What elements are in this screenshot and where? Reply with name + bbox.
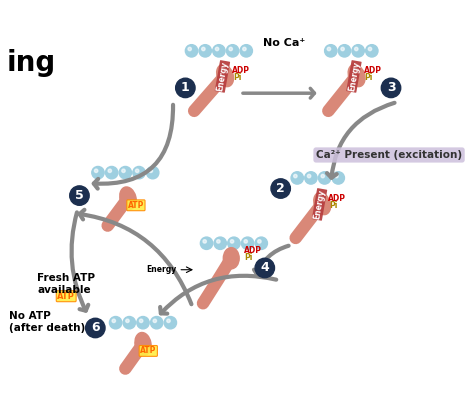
Circle shape (355, 47, 358, 51)
Circle shape (258, 240, 261, 243)
Text: ADP: ADP (328, 194, 346, 203)
Circle shape (199, 45, 211, 57)
Text: Pi: Pi (329, 201, 337, 210)
Circle shape (307, 174, 311, 178)
Text: 2: 2 (276, 182, 285, 195)
Text: Pi: Pi (245, 253, 253, 262)
Circle shape (228, 237, 240, 249)
Circle shape (106, 166, 118, 179)
Text: 5: 5 (75, 189, 84, 202)
Circle shape (230, 240, 234, 243)
Circle shape (327, 47, 331, 51)
Circle shape (137, 317, 149, 329)
Ellipse shape (314, 193, 330, 215)
Circle shape (94, 169, 98, 173)
Circle shape (338, 45, 351, 57)
Text: Pi: Pi (233, 73, 241, 82)
Text: ATP: ATP (128, 201, 144, 210)
Circle shape (341, 47, 344, 51)
Circle shape (86, 318, 105, 338)
Circle shape (176, 78, 195, 98)
Circle shape (136, 169, 139, 173)
Circle shape (108, 169, 111, 173)
Text: Energy: Energy (347, 61, 361, 92)
Circle shape (123, 317, 136, 329)
Ellipse shape (135, 332, 151, 355)
Text: 1: 1 (181, 81, 190, 94)
Circle shape (240, 45, 253, 57)
Circle shape (139, 319, 143, 322)
Text: 6: 6 (91, 322, 100, 334)
Circle shape (153, 319, 156, 322)
Circle shape (167, 319, 170, 322)
Text: 4: 4 (260, 261, 269, 274)
Circle shape (214, 237, 227, 249)
Circle shape (229, 47, 232, 51)
Text: ADP: ADP (364, 66, 382, 75)
Text: Ca²⁺ Present (excitation): Ca²⁺ Present (excitation) (316, 150, 462, 160)
Text: ing: ing (7, 49, 56, 77)
Circle shape (352, 45, 365, 57)
Circle shape (243, 47, 246, 51)
Circle shape (185, 45, 198, 57)
Circle shape (319, 172, 331, 184)
Circle shape (92, 166, 104, 179)
Circle shape (381, 78, 401, 98)
Circle shape (215, 47, 219, 51)
Circle shape (217, 240, 220, 243)
Text: Energy: Energy (215, 61, 229, 92)
Text: Energy: Energy (312, 189, 327, 220)
Circle shape (255, 237, 267, 249)
Circle shape (244, 240, 247, 243)
Circle shape (368, 47, 372, 51)
Circle shape (291, 172, 303, 184)
Circle shape (325, 45, 337, 57)
Circle shape (213, 45, 225, 57)
Circle shape (305, 172, 317, 184)
Circle shape (150, 317, 163, 329)
Circle shape (201, 237, 213, 249)
Circle shape (227, 45, 239, 57)
Circle shape (335, 174, 338, 178)
Text: 3: 3 (387, 81, 395, 94)
Ellipse shape (223, 248, 239, 269)
Circle shape (271, 179, 291, 198)
Text: Pi: Pi (365, 73, 373, 82)
Circle shape (294, 174, 297, 178)
Circle shape (119, 166, 131, 179)
Text: ATP: ATP (57, 292, 75, 301)
Circle shape (112, 319, 116, 322)
Circle shape (70, 186, 89, 205)
Circle shape (365, 45, 378, 57)
Text: ADP: ADP (244, 246, 262, 255)
Circle shape (164, 317, 176, 329)
Circle shape (241, 237, 254, 249)
Text: ATP: ATP (140, 347, 156, 355)
Text: Energy: Energy (146, 265, 176, 274)
Text: No Ca⁺: No Ca⁺ (263, 39, 305, 49)
Text: No ATP
(after death): No ATP (after death) (9, 311, 85, 333)
Ellipse shape (217, 64, 234, 87)
Circle shape (188, 47, 191, 51)
Circle shape (321, 174, 325, 178)
Circle shape (126, 319, 129, 322)
Circle shape (122, 169, 125, 173)
Text: Fresh ATP
available: Fresh ATP available (37, 273, 95, 295)
Circle shape (332, 172, 345, 184)
Ellipse shape (120, 187, 136, 210)
Circle shape (255, 258, 274, 278)
Circle shape (133, 166, 145, 179)
Circle shape (109, 317, 122, 329)
Circle shape (149, 169, 153, 173)
Circle shape (146, 166, 159, 179)
Text: ADP: ADP (232, 66, 250, 75)
Circle shape (201, 47, 205, 51)
Ellipse shape (348, 64, 365, 87)
Circle shape (203, 240, 206, 243)
